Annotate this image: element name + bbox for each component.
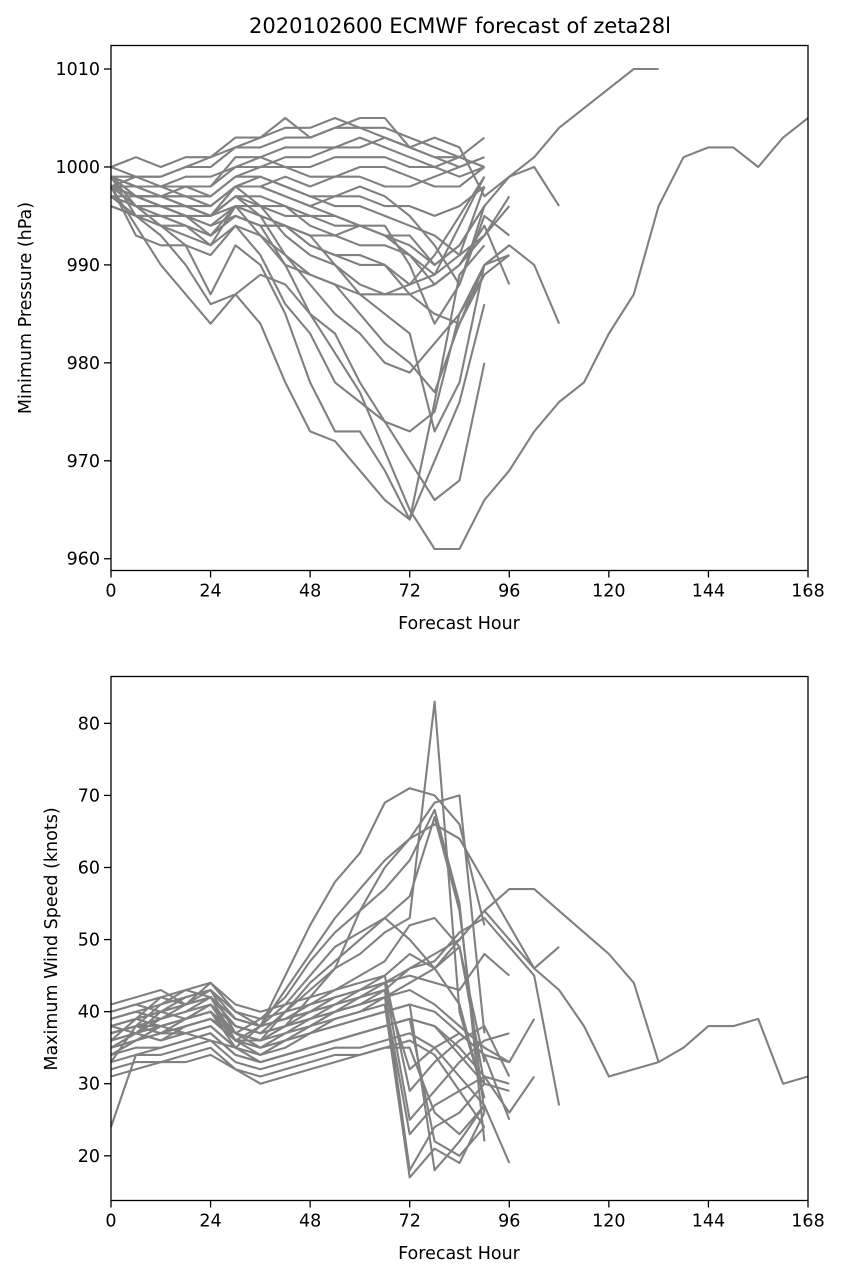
wind-y-axis-label: Maximum Wind Speed (knots)	[42, 807, 62, 1070]
pressure-series-line-3	[110, 185, 486, 521]
wind-series-line-21	[110, 1017, 486, 1157]
wind-y-tick-label: 50	[78, 931, 100, 951]
pressure-y-tick-label: 960	[67, 550, 100, 570]
pressure-series-line-15	[110, 185, 486, 217]
wind-series-line-10	[110, 952, 486, 1099]
wind-series-line-23	[110, 1003, 486, 1179]
wind-x-tick-label: 120	[592, 1212, 625, 1232]
pressure-x-tick-label: 48	[299, 582, 321, 602]
wind-y-tick-label: 40	[78, 1003, 100, 1023]
wind-x-tick-label: 24	[199, 1212, 221, 1232]
wind-x-tick-label: 72	[399, 1212, 421, 1232]
wind-x-tick-label: 168	[791, 1212, 824, 1232]
pressure-series-line-19	[110, 136, 485, 198]
wind-y-tick-label: 60	[78, 859, 100, 879]
pressure-series-line-21	[110, 175, 486, 286]
pressure-y-tick-label: 990	[67, 256, 100, 276]
wind-y-tick-label: 20	[78, 1147, 100, 1167]
pressure-series-line-1	[110, 67, 659, 198]
pressure-x-tick-label: 120	[592, 582, 625, 602]
wind-y-tick-label: 70	[78, 786, 100, 806]
wind-series-line-18	[110, 1032, 511, 1164]
wind-x-tick-label: 96	[498, 1212, 520, 1232]
pressure-plot-frame	[110, 44, 809, 572]
pressure-series-line-9	[110, 195, 486, 374]
pressure-y-tick-label: 1000	[55, 158, 100, 178]
chart-title: 2020102600 ECMWF forecast of zeta28l	[249, 14, 671, 38]
pressure-x-tick-label: 0	[105, 582, 116, 602]
pressure-series-line-17	[110, 136, 486, 188]
wind-series-line-25	[110, 996, 510, 1136]
wind-series-layer	[110, 700, 809, 1179]
pressure-series-line-8	[110, 185, 510, 433]
wind-series-line-26	[110, 981, 510, 1121]
pressure-series-line-25	[110, 116, 485, 188]
wind-x-tick-label: 48	[299, 1212, 321, 1232]
pressure-y-tick-label: 970	[67, 452, 100, 472]
wind-series-line-22	[110, 1003, 486, 1172]
pressure-series-layer	[110, 67, 809, 551]
wind-series-line-19	[110, 1039, 486, 1128]
wind-y-tick-label: 30	[78, 1075, 100, 1095]
pressure-series-line-24	[111, 126, 485, 178]
pressure-x-axis-label: Forecast Hour	[398, 614, 521, 634]
wind-series-line-9	[110, 916, 486, 1084]
wind-series-line-3	[110, 787, 486, 1063]
pressure-x-tick-label: 96	[498, 582, 520, 602]
pressure-series-line-28	[110, 175, 511, 286]
wind-series-line-28	[110, 988, 511, 1121]
wind-chart: 0 24 48 72 96 120 144 168 20 30 40 50 60 70 80 Forecas…	[42, 675, 825, 1264]
wind-x-tick-label: 0	[105, 1212, 116, 1232]
pressure-series-line-4	[110, 195, 486, 502]
pressure-y-axis-label: Minimum Pressure (hPa)	[16, 202, 36, 414]
wind-series-line-27	[110, 974, 511, 1092]
pressure-chart: 2020102600 ECMWF forecast of zeta28l 0 24…	[16, 14, 825, 634]
pressure-x-tick-label: 72	[399, 582, 421, 602]
pressure-series-line-23	[110, 176, 486, 286]
wind-plot-frame	[110, 675, 809, 1202]
wind-x-axis-label: Forecast Hour	[398, 1244, 521, 1264]
pressure-series-line-5	[110, 176, 486, 521]
wind-y-tick-label: 80	[78, 714, 100, 734]
pressure-series-line-22	[110, 186, 486, 276]
pressure-x-tick-label: 168	[791, 582, 824, 602]
pressure-y-tick-label: 980	[67, 354, 100, 374]
pressure-x-tick-label: 144	[692, 582, 725, 602]
pressure-y-tick-label: 1010	[55, 60, 100, 80]
wind-series-line-8	[110, 916, 486, 1063]
pressure-x-tick-label: 24	[199, 582, 221, 602]
pressure-series-line-6	[110, 186, 510, 433]
pressure-series-line-20	[111, 165, 486, 198]
wind-x-tick-label: 144	[692, 1212, 725, 1232]
wind-series-line-5	[110, 808, 486, 1142]
pressure-ticks: 0 24 48 72 96 120 144 168 960 970 980 990 1000 1010	[55, 60, 824, 601]
wind-ticks: 0 24 48 72 96 120 144 168 20 30 40 50 60 70 80	[78, 714, 825, 1231]
